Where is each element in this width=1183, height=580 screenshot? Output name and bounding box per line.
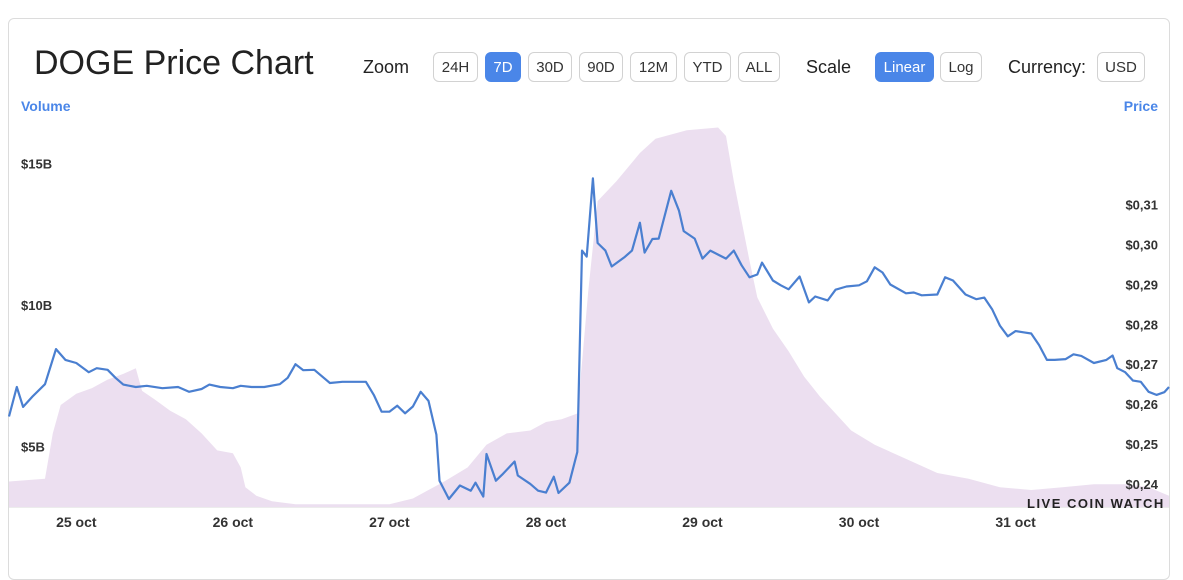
- zoom-ytd-button[interactable]: YTD: [684, 52, 731, 82]
- chart-card: [8, 18, 1170, 580]
- scale-log-button[interactable]: Log: [940, 52, 982, 82]
- currency-select[interactable]: USD: [1097, 52, 1145, 82]
- price-axis-title: Price: [1123, 98, 1158, 114]
- zoom-12m-button[interactable]: 12M: [630, 52, 677, 82]
- zoom-90d-button[interactable]: 90D: [579, 52, 623, 82]
- currency-label: Currency:: [1008, 57, 1087, 77]
- zoom-all-button[interactable]: ALL: [738, 52, 780, 82]
- scale-linear-button[interactable]: Linear: [875, 52, 934, 82]
- volume-axis-title: Volume: [21, 98, 71, 114]
- zoom-label: Zoom: [363, 57, 410, 77]
- scale-label: Scale: [806, 57, 852, 77]
- page-title: DOGE Price Chart: [34, 44, 314, 82]
- watermark-logo: LIVE COIN WATCH: [1027, 496, 1165, 511]
- zoom-24h-button[interactable]: 24H: [433, 52, 478, 82]
- zoom-7d-button[interactable]: 7D: [485, 52, 521, 82]
- zoom-30d-button[interactable]: 30D: [528, 52, 572, 82]
